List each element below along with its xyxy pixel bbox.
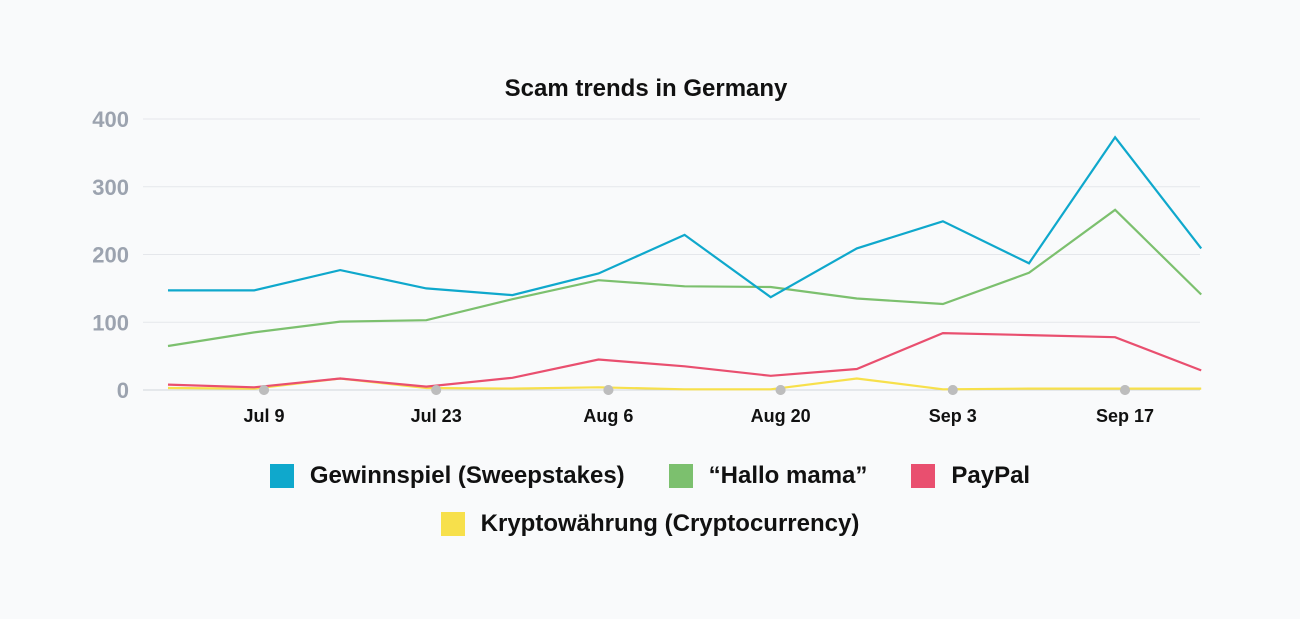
y-tick-label: 200 (92, 243, 129, 268)
legend: Gewinnspiel (Sweepstakes) “Hallo mama” P… (0, 462, 1300, 558)
legend-label-gewinnspiel: Gewinnspiel (Sweepstakes) (309, 462, 625, 489)
legend-item-krypto[interactable]: Kryptowährung (Cryptocurrency) (440, 510, 860, 538)
x-tick-marker-top (431, 385, 442, 395)
legend-row-2: Kryptowährung (Cryptocurrency) (0, 510, 1300, 538)
legend-swatch-gewinnspiel (269, 464, 294, 488)
x-tick-marker-top (947, 385, 958, 395)
x-tick-label: Sep 3 (929, 406, 977, 426)
legend-label-krypto: Kryptowährung (Cryptocurrency) (480, 510, 860, 537)
x-tick-marker-top (603, 385, 614, 395)
series-line-0[interactable] (168, 135, 1203, 299)
legend-item-paypal[interactable]: PayPal (911, 462, 1030, 490)
legend-swatch-paypal (911, 464, 936, 488)
x-tick-marker-top (1120, 385, 1130, 395)
legend-item-gewinnspiel[interactable]: Gewinnspiel (Sweepstakes) (269, 462, 625, 490)
line-chart: Scam trends in Germany 0 100 200 300 400 Jul 9… (92, 75, 1203, 426)
legend-swatch-hallo-mama (668, 464, 693, 488)
x-tick-label: Aug 6 (583, 406, 633, 426)
x-tick-label: Jul 9 (243, 406, 284, 426)
legend-label-hallo-mama: “Hallo mama” (708, 462, 868, 489)
legend-row-1: Gewinnspiel (Sweepstakes) “Hallo mama” P… (0, 462, 1300, 490)
legend-label-paypal: PayPal (951, 462, 1031, 489)
x-tick-marker-top (775, 385, 786, 395)
y-tick-label: 0 (117, 378, 129, 403)
chart-title: Scam trends in Germany (505, 75, 788, 102)
legend-item-hallo-mama[interactable]: “Hallo mama” (668, 462, 868, 490)
series-line-1[interactable] (167, 208, 1202, 348)
y-tick-label: 400 (92, 107, 129, 132)
legend-swatch-krypto (440, 512, 465, 536)
y-tick-label: 300 (92, 175, 129, 200)
y-tick-label: 100 (92, 310, 129, 335)
x-tick-label: Jul 23 (411, 406, 462, 426)
series-line-2[interactable] (167, 331, 1202, 389)
x-tick-label: Aug 20 (751, 406, 811, 426)
x-tick-label: Sep 17 (1096, 406, 1154, 426)
x-tick-marker-top (259, 385, 269, 395)
